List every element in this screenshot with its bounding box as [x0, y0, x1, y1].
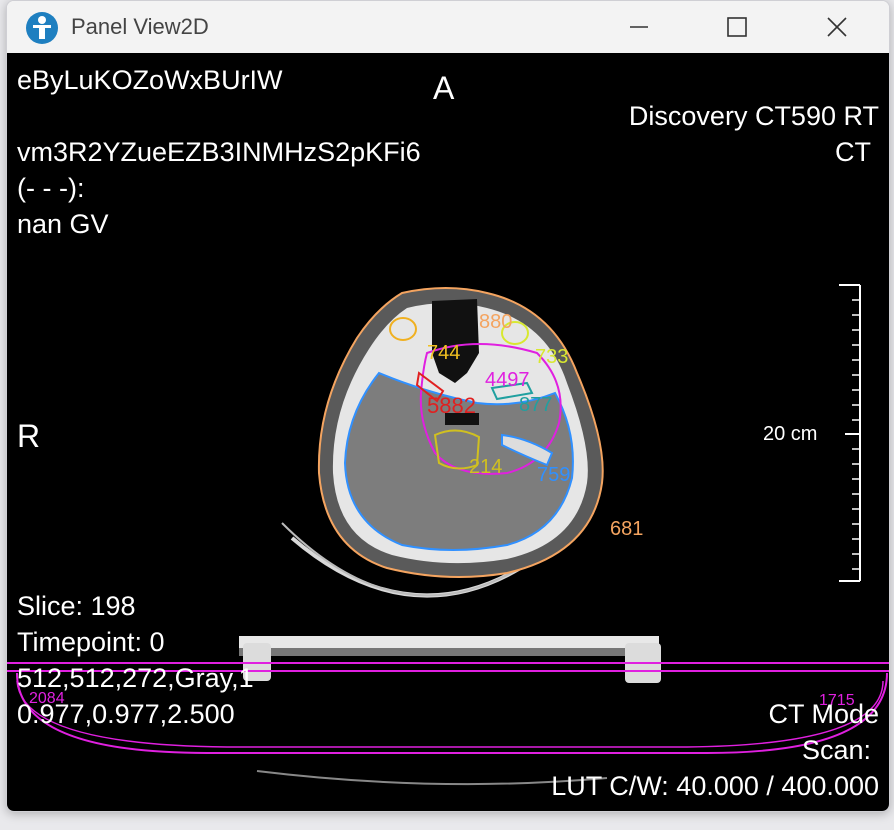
patient-id: vm3R2YZueEZB3INMHzS2pKFi6: [17, 137, 421, 167]
label-744: 744: [427, 342, 460, 364]
label-759: 759: [537, 464, 570, 486]
minimize-icon: [630, 26, 648, 28]
label-1715: 1715: [819, 692, 855, 709]
panel-view2d-window: Panel View2D: [6, 0, 890, 812]
left-orbit-contour: [389, 317, 417, 341]
orientation-right: R: [17, 418, 41, 454]
couch-contour-inner: [16, 680, 884, 748]
label-5882: 5882: [427, 393, 476, 418]
title-bar[interactable]: Panel View2D: [7, 1, 889, 53]
sphenoid-sinus: [445, 413, 479, 425]
couch-base: [256, 770, 608, 786]
label-733: 733: [535, 346, 568, 368]
label-4497: 4497: [485, 369, 530, 391]
couch-contour: [16, 672, 888, 754]
dimensions-info: 512,512,272,Gray,1: [17, 663, 254, 693]
timepoint-info: Timepoint: 0: [17, 627, 165, 657]
modality: CT: [835, 137, 871, 167]
label-681: 681: [610, 518, 643, 540]
nasal-cavity: [432, 299, 479, 383]
maximize-icon: [727, 17, 747, 37]
lut-window-level: LUT C/W: 40.000 / 400.000: [551, 771, 879, 801]
slice-info: Slice: 198: [17, 591, 136, 621]
app-logo-icon: [26, 12, 58, 44]
ct-image-viewport[interactable]: 880 744 733 4497 5882 877 214 759 681 20…: [7, 53, 889, 811]
pixel-value: nan GV: [17, 209, 109, 239]
study-date: (- - -):: [17, 173, 85, 203]
brain-contour: [343, 371, 574, 551]
scale-bar-label: 20 cm: [763, 423, 818, 445]
brainstem-contour: [433, 429, 481, 470]
maximize-button[interactable]: [707, 7, 767, 47]
ct-slice-image: 880 744 733 4497 5882 877 214 759 681 20…: [7, 284, 889, 786]
label-880: 880: [479, 311, 512, 333]
scanner-model: Discovery CT590 RT: [628, 101, 879, 131]
close-icon: [827, 17, 847, 37]
target-volume-contour: [419, 343, 562, 475]
chiasm-contour: [490, 381, 534, 401]
temporal-contour: [501, 433, 554, 467]
patient-name: eByLuKOZoWxBUrIW: [17, 65, 283, 95]
scale-bar: [839, 284, 861, 582]
orientation-anterior: A: [433, 70, 455, 106]
right-orbit-contour: [501, 321, 529, 345]
window-title: Panel View2D: [71, 14, 209, 39]
couch-top: [239, 636, 659, 648]
minimize-button[interactable]: [609, 7, 669, 47]
label-214: 214: [469, 456, 502, 478]
ct-mode: CT Mode: [768, 699, 879, 729]
couch-shadow: [239, 648, 659, 656]
label-877: 877: [519, 394, 552, 416]
optic-nerve-contour: [415, 371, 445, 403]
scan-info: Scan:: [801, 735, 871, 765]
label-2084: 2084: [29, 690, 65, 707]
spacing-info: 0.977,0.977,2.500: [17, 699, 235, 729]
close-button[interactable]: [807, 7, 867, 47]
